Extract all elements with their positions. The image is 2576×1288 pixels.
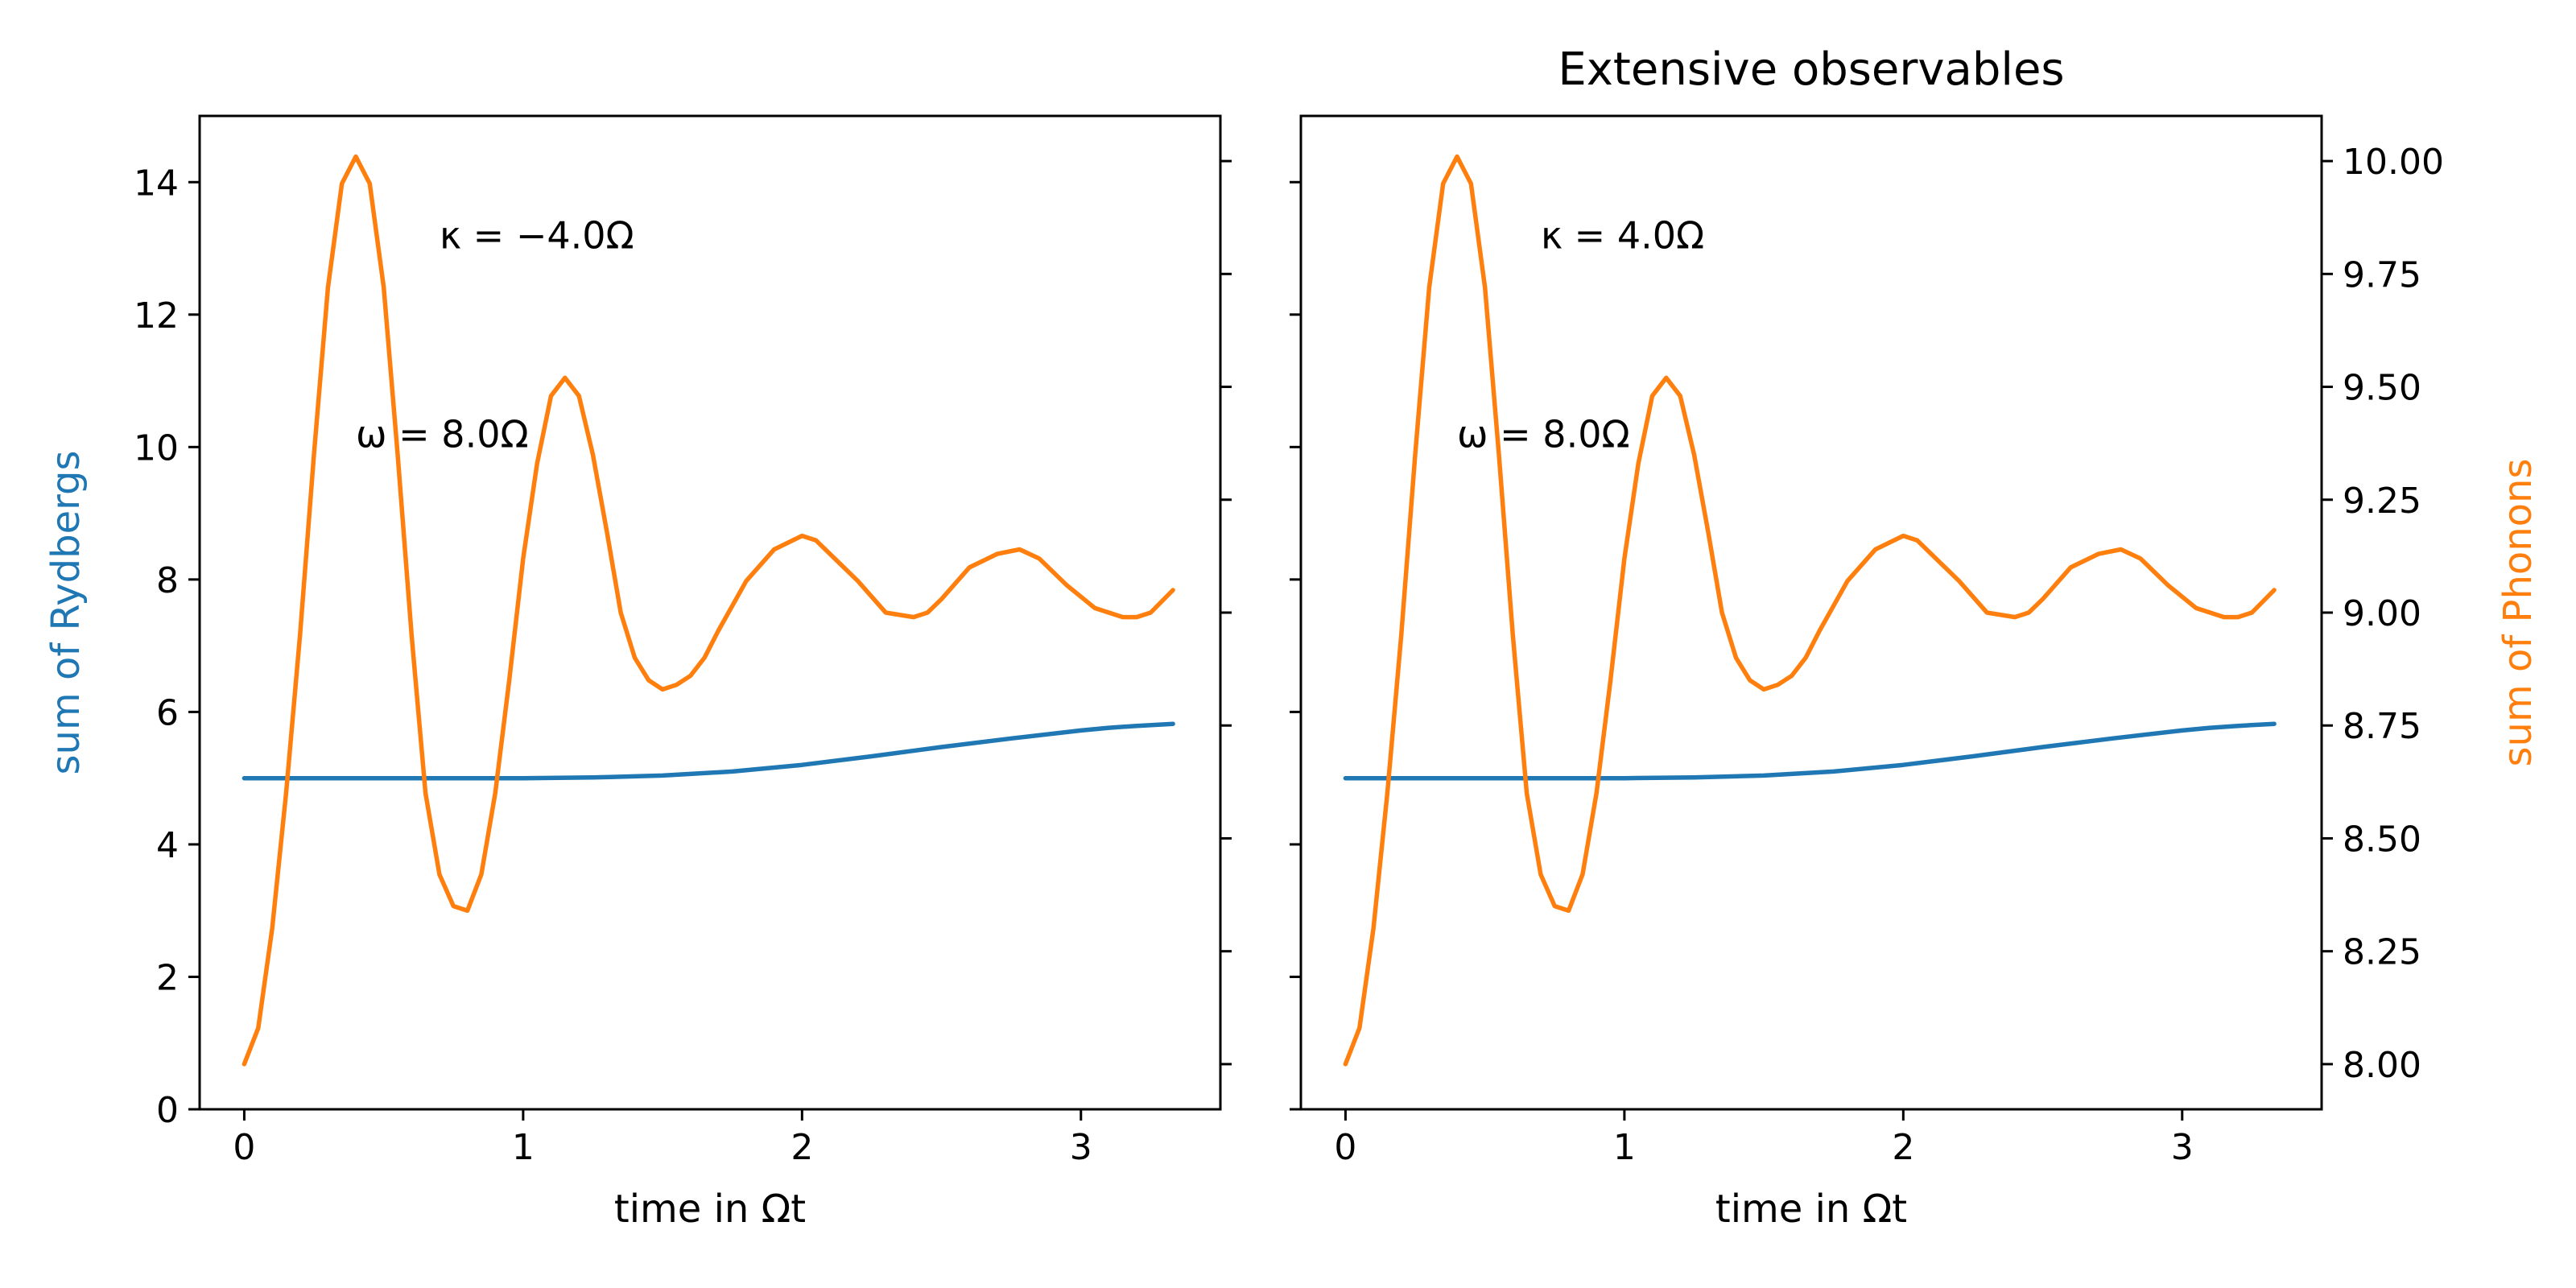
right-panel: 0 1 2 3 8.00 8.25 8.50 8.75 9.00 9.25 9.50 9.75 10.0…	[1290, 114, 2541, 1232]
right-x-tick-label: 1	[1613, 1127, 1636, 1168]
left-rydbergs-line	[242, 721, 1175, 781]
left-x-tick-label: 3	[1070, 1127, 1092, 1168]
figure-title: Extensive observables	[1558, 43, 2064, 96]
right-rydbergs-line	[1343, 721, 2277, 781]
right-x-axis-label: time in Ωt	[1715, 1187, 1907, 1232]
left-x-tick-label: 2	[791, 1127, 813, 1168]
left-phonons-line	[242, 154, 1175, 1067]
right-x-tick-label: 2	[1892, 1127, 1914, 1168]
right-y2-tick-label: 8.00	[2343, 1045, 2421, 1086]
right-x-tick-label: 0	[1334, 1127, 1356, 1168]
right-y2-tick-label: 9.75	[2343, 254, 2421, 295]
right-y2-tick-label: 8.75	[2343, 706, 2421, 747]
right-y2-tick-label: 10.00	[2343, 142, 2444, 183]
left-y-tick-label: 10	[134, 427, 179, 469]
right-annotation-omega: ω = 8.0Ω	[1457, 412, 1630, 456]
left-y-tick-label: 0	[156, 1090, 179, 1131]
left-x-tick-label: 0	[233, 1127, 255, 1168]
left-y-tick-label: 8	[156, 560, 179, 601]
left-y-tick-label: 6	[156, 692, 179, 733]
right-y2-tick-label: 9.00	[2343, 593, 2421, 634]
right-x-tick-label: 3	[2171, 1127, 2194, 1168]
right-y2-tick-label: 9.50	[2343, 368, 2421, 409]
left-x-axis-label: time in Ωt	[614, 1187, 806, 1232]
left-y-tick-label: 4	[156, 825, 179, 866]
left-annotation-kappa: κ = −4.0Ω	[440, 214, 634, 258]
right-y2-tick-label: 9.25	[2343, 481, 2421, 522]
left-y-tick-label: 2	[156, 957, 179, 998]
right-y2-axis-label: sum of Phonons	[2496, 459, 2541, 767]
left-y-tick-label: 12	[134, 295, 179, 336]
right-y2-tick-label: 8.50	[2343, 819, 2421, 860]
right-phonons-line	[1343, 154, 2277, 1067]
right-annotation-kappa: κ = 4.0Ω	[1541, 214, 1704, 258]
left-y-tick-label: 14	[134, 163, 179, 204]
left-annotation-omega: ω = 8.0Ω	[356, 412, 529, 456]
right-y2-tick-label: 8.25	[2343, 932, 2421, 973]
left-x-tick-label: 1	[512, 1127, 535, 1168]
left-y-axis-label: sum of Rydbergs	[43, 451, 89, 775]
